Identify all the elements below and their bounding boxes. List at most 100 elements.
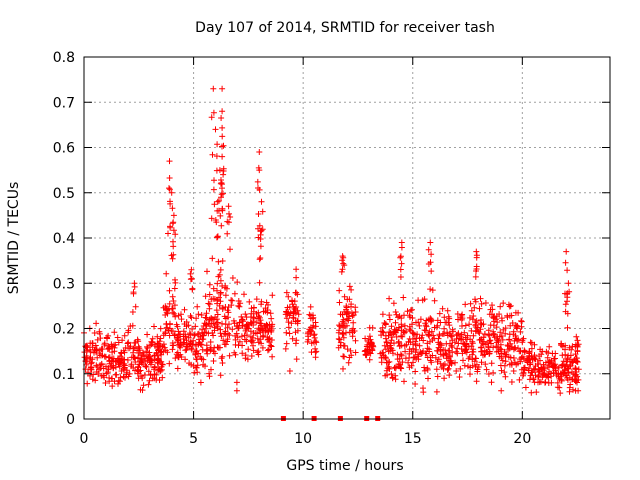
data-point <box>570 386 576 393</box>
data-point <box>427 286 434 293</box>
data-point <box>234 334 241 341</box>
data-point <box>253 319 260 326</box>
data-point <box>259 344 266 351</box>
data-point <box>428 359 435 366</box>
data-point <box>194 356 200 363</box>
data-point <box>345 317 352 324</box>
data-point <box>226 210 232 217</box>
data-point <box>490 330 497 337</box>
data-point <box>495 348 502 355</box>
data-point <box>261 323 268 329</box>
data-point <box>427 338 433 345</box>
data-point <box>144 331 151 338</box>
data-point <box>453 368 460 374</box>
data-point <box>469 338 476 345</box>
data-point <box>175 328 182 335</box>
data-point <box>145 381 152 388</box>
data-point <box>348 286 355 293</box>
data-point <box>282 345 289 352</box>
data-point <box>233 379 240 386</box>
data-point <box>174 365 181 372</box>
data-point <box>86 356 93 362</box>
data-point <box>156 377 163 384</box>
data-point <box>410 359 416 366</box>
data-point <box>209 255 216 262</box>
data-point <box>510 368 517 374</box>
data-point <box>416 322 423 329</box>
data-point <box>269 292 276 299</box>
data-point <box>143 364 150 370</box>
data-point <box>198 355 205 362</box>
data-point <box>158 366 165 373</box>
data-point <box>148 357 154 364</box>
data-point <box>172 313 179 320</box>
data-point <box>247 333 254 340</box>
x-tick-label: 10 <box>294 431 312 447</box>
data-point <box>339 311 346 318</box>
data-point <box>145 368 152 375</box>
data-point <box>446 362 453 369</box>
data-point <box>239 342 246 349</box>
data-point <box>506 361 513 368</box>
data-point <box>567 352 574 359</box>
data-point <box>565 369 572 376</box>
data-point <box>110 355 117 362</box>
data-point <box>227 214 234 220</box>
data-point <box>441 375 448 382</box>
data-point <box>226 332 233 339</box>
data-point <box>505 346 512 353</box>
data-points <box>81 85 582 421</box>
data-point <box>121 332 128 339</box>
data-point <box>508 379 515 385</box>
data-point <box>283 289 290 296</box>
data-point <box>482 300 489 306</box>
data-point <box>450 328 456 335</box>
data-point <box>504 342 511 349</box>
data-point <box>339 266 346 273</box>
data-point <box>498 387 505 394</box>
data-point <box>410 354 417 361</box>
data-point <box>572 365 579 372</box>
data-point <box>366 356 373 363</box>
data-point <box>144 343 150 350</box>
data-point <box>168 189 175 196</box>
data-point <box>203 315 210 322</box>
data-point <box>572 351 579 358</box>
data-point <box>537 346 544 353</box>
data-point <box>311 334 318 341</box>
data-point <box>191 369 198 376</box>
data-point <box>574 337 581 344</box>
data-point <box>166 360 173 367</box>
data-point <box>412 381 419 387</box>
data-point <box>401 342 408 349</box>
data-point <box>485 371 492 377</box>
data-point <box>181 321 188 327</box>
y-tick-label: 0.8 <box>53 50 75 66</box>
x-tick-label: 5 <box>189 431 198 447</box>
data-point <box>388 323 395 330</box>
data-point <box>409 315 416 321</box>
data-point <box>218 191 225 198</box>
data-point <box>457 333 464 340</box>
data-point <box>402 348 409 355</box>
data-point <box>427 239 434 246</box>
data-point <box>211 344 218 351</box>
x-tick-label: 15 <box>404 431 422 447</box>
data-point <box>447 352 453 359</box>
data-point <box>499 357 506 364</box>
data-point <box>131 283 138 290</box>
data-point <box>219 258 226 264</box>
data-point <box>229 275 236 281</box>
data-point <box>256 279 263 286</box>
data-point <box>219 133 226 140</box>
data-point <box>108 341 115 348</box>
data-point <box>151 366 157 373</box>
data-point <box>564 298 570 305</box>
data-point <box>477 295 484 302</box>
data-point <box>218 333 225 340</box>
data-point <box>386 295 393 302</box>
data-point <box>88 366 95 373</box>
data-point <box>121 362 128 369</box>
data-point <box>398 333 405 339</box>
